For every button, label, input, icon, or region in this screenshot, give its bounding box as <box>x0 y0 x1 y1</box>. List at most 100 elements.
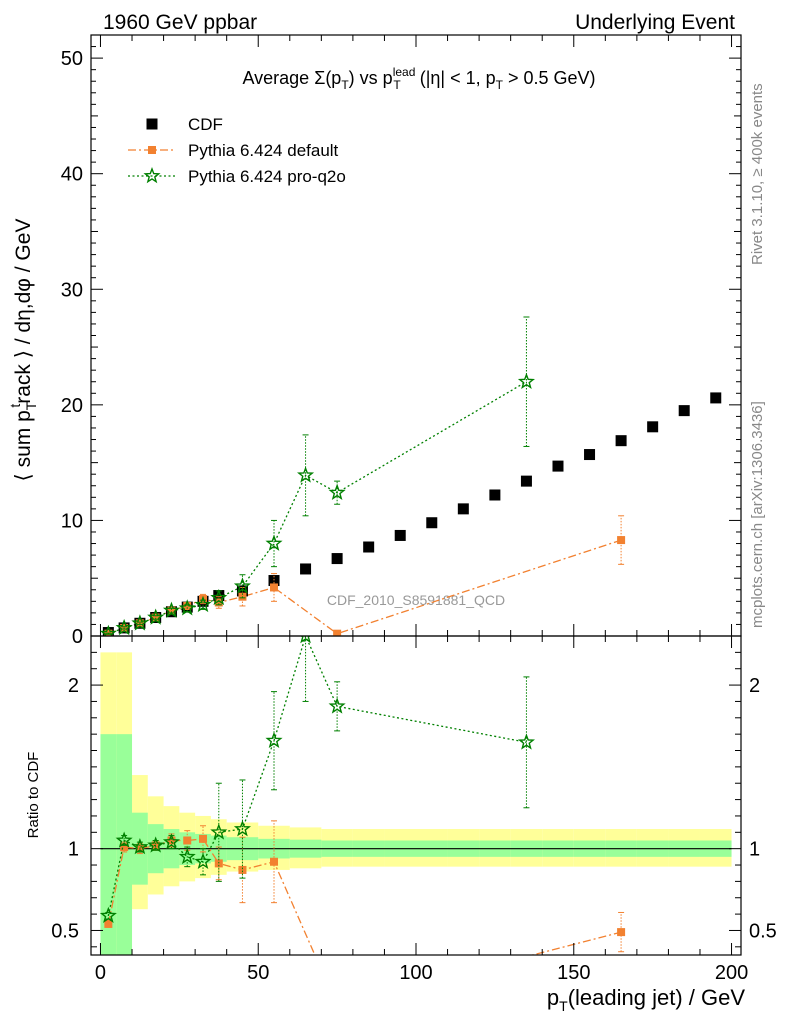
ratio-ytick-label-right: 0.5 <box>749 920 777 942</box>
main-point <box>584 449 596 461</box>
main-point <box>328 483 346 500</box>
main-point <box>183 601 192 610</box>
main-title: Average Σ(pT) vs plead T (|η| < 1, pT > 0… <box>242 65 595 92</box>
main-point <box>178 599 196 616</box>
ratio-point <box>214 859 223 868</box>
ratio-ytick-label-right: 2 <box>749 675 760 697</box>
xtick-label: 100 <box>399 962 432 984</box>
ratio-ytick-label: 2 <box>68 675 79 697</box>
ratio-point <box>617 928 626 937</box>
ratio-point <box>115 831 133 848</box>
ratio-point <box>120 843 129 852</box>
main-series-group <box>99 316 722 636</box>
ratio-ytick-label: 0.5 <box>51 920 79 942</box>
main-point <box>331 553 343 565</box>
xtick-label: 50 <box>247 962 269 984</box>
main-point <box>617 536 626 545</box>
main-ytick-label: 20 <box>61 395 83 417</box>
main-point <box>647 421 659 433</box>
legend-label: Pythia 6.424 default <box>188 141 339 160</box>
main-point <box>210 588 228 606</box>
band-inner-segment <box>100 734 117 955</box>
main-point <box>270 583 279 592</box>
main-point <box>147 608 165 625</box>
main-point <box>265 534 283 551</box>
main-point <box>300 563 312 575</box>
ratio-point <box>178 847 196 865</box>
main-point <box>710 392 722 404</box>
main-point <box>363 541 375 553</box>
ratio-point <box>147 836 165 853</box>
main-point <box>115 618 133 636</box>
main-point <box>489 489 501 501</box>
ratio-point <box>183 836 192 845</box>
ratio-point <box>328 697 346 714</box>
main-point <box>214 598 223 607</box>
ratio-point <box>199 834 208 843</box>
main-point <box>167 606 176 615</box>
header-left: 1960 GeV ppbar <box>103 11 257 34</box>
ratio-point <box>238 865 247 874</box>
mcplots-label: mcplots.cern.ch [arXiv:1306.3436] <box>749 401 766 628</box>
ratio-series-group <box>99 636 626 1010</box>
main-point <box>552 460 564 472</box>
ratio-ylabel: Ratio to CDF <box>25 752 42 839</box>
main-ytick-label: 40 <box>61 164 83 186</box>
ratio-point <box>210 823 228 840</box>
ratio-point <box>270 857 279 866</box>
header-right: Underlying Event <box>575 11 735 34</box>
ratio-point <box>104 919 113 928</box>
ratio-point <box>162 833 181 850</box>
legend-marker <box>146 118 158 130</box>
xtick-label: 0 <box>95 962 106 984</box>
ratio-point <box>265 731 283 748</box>
ratio-point <box>517 733 535 750</box>
ratio-point <box>194 852 212 870</box>
ratio-point <box>167 836 176 845</box>
analysis-id: CDF_2010_S8591881_QCD <box>327 592 505 608</box>
main-point <box>678 405 690 417</box>
main-ytick-label: 50 <box>61 48 83 70</box>
main-ytick-label: 0 <box>72 626 83 648</box>
main-point <box>194 595 212 613</box>
main-point <box>151 613 160 622</box>
main-point <box>615 435 627 447</box>
ratio-point <box>99 906 117 924</box>
ratio-point <box>300 636 311 644</box>
ratio-point <box>131 838 149 855</box>
ratio-frame <box>90 635 742 956</box>
ratio-ytick-label: 1 <box>68 839 79 861</box>
main-line-square-#f28130 <box>108 539 622 635</box>
main-point <box>520 475 532 487</box>
legend-marker <box>143 167 161 184</box>
main-point <box>517 372 535 390</box>
legend: CDF Pythia 6.424 default Pythia 6.424 pro-… <box>128 115 346 186</box>
ratio-point <box>333 1002 341 1010</box>
ratio-point <box>233 820 252 837</box>
legend-label: Pythia 6.424 pro-q2o <box>188 167 346 186</box>
ratio-ytick-label-right: 1 <box>749 839 760 861</box>
main-point <box>333 629 342 636</box>
main-point <box>99 624 117 636</box>
xlabel: pT(leading jet) / GeV <box>547 985 745 1014</box>
main-point <box>131 614 149 631</box>
rivet-label: Rivet 3.1.10, ≥ 400k events <box>749 83 766 265</box>
main-ytick-label: 30 <box>61 279 83 301</box>
main-point <box>233 577 252 594</box>
main-point <box>162 601 181 618</box>
main-point <box>426 517 438 529</box>
legend-marker <box>148 146 156 154</box>
main-point <box>457 503 469 515</box>
legend-label: CDF <box>188 115 223 134</box>
main-point <box>297 466 315 483</box>
main-point <box>268 575 280 587</box>
main-ytick-label: 10 <box>61 510 83 532</box>
main-axes: 0 10 20 30 40 50 <box>61 34 742 648</box>
xtick-label: 150 <box>557 962 590 984</box>
main-ylabel: ⟨ sum pTtrack ⟩ / dη,dφ / GeV <box>7 219 39 482</box>
ratio-bands <box>100 652 732 955</box>
main-point <box>394 529 406 541</box>
xtick-label: 200 <box>715 962 748 984</box>
